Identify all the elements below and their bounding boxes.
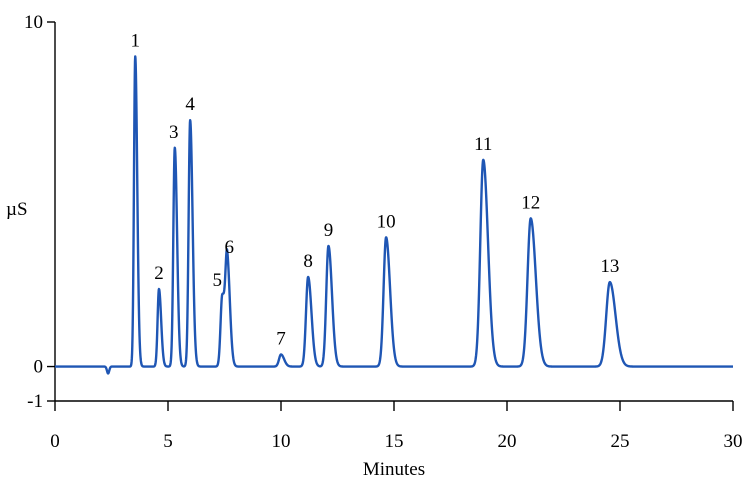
peak-label-13: 13 [600,256,619,277]
peak-label-8: 8 [303,251,313,272]
x-tick-label: 15 [385,431,404,452]
x-axis-title: Minutes [363,459,425,480]
peak-label-5: 5 [212,270,222,291]
peak-label-9: 9 [324,220,334,241]
peak-label-7: 7 [276,328,286,349]
peak-label-2: 2 [154,263,164,284]
x-tick-label: 20 [498,431,517,452]
peak-label-1: 1 [130,30,140,51]
x-tick-label: 25 [611,431,630,452]
y-axis-title: µS [6,199,28,220]
x-tick-label: 30 [724,431,743,452]
y-tick-label: -1 [27,391,43,412]
chromatogram-trace [54,55,734,375]
peak-label-11: 11 [474,134,492,155]
y-tick-label: 10 [24,12,43,33]
peak-label-12: 12 [521,192,540,213]
peak-label-3: 3 [169,122,179,143]
x-tick-label: 10 [272,431,291,452]
x-tick-label: 0 [50,431,60,452]
peak-label-10: 10 [377,211,396,232]
x-tick-label: 5 [163,431,173,452]
y-tick-label: 0 [34,357,44,378]
peak-label-6: 6 [224,237,234,258]
peak-label-4: 4 [185,94,195,115]
